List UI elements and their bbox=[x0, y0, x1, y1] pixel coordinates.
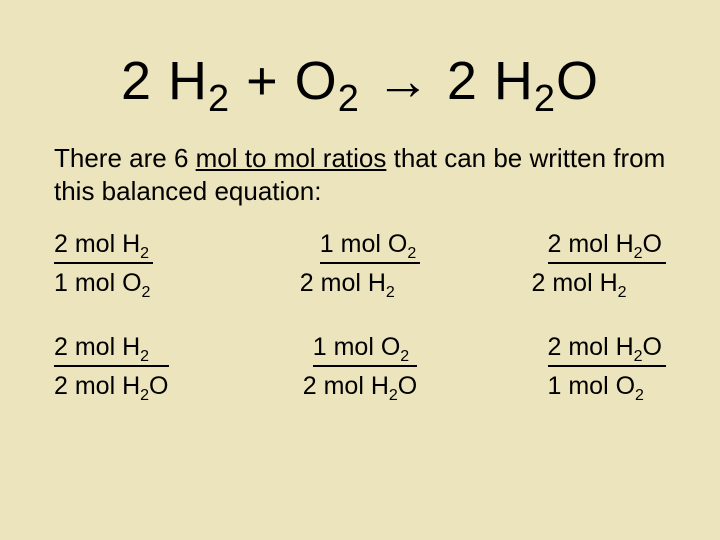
txt: 1 mol O bbox=[320, 230, 408, 258]
ratio-row-1: 2 mol H2 1 mol O2 1 mol O2 2 mol H2 2 mo… bbox=[54, 229, 666, 300]
numerator: 2 mol H2O bbox=[548, 332, 667, 367]
mol-ratio: 1 mol O2 2 mol H2O bbox=[303, 332, 418, 403]
sentence-pre: There are 6 bbox=[54, 143, 196, 173]
txt: O bbox=[149, 372, 168, 400]
eq-part: → 2 H bbox=[360, 51, 534, 111]
ratio-row-2: 2 mol H2 2 mol H2O 1 mol O2 2 mol H2O 2 … bbox=[54, 332, 666, 403]
chemical-equation: 2 H2 + O2 → 2 H2O bbox=[50, 50, 670, 112]
txt: 2 mol H bbox=[548, 230, 634, 258]
sub: 2 bbox=[386, 284, 395, 301]
eq-sub: 2 bbox=[534, 78, 556, 120]
denominator: 2 mol H2O bbox=[54, 367, 169, 402]
explanatory-sentence: There are 6 mol to mol ratios that can b… bbox=[54, 142, 666, 207]
slide: 2 H2 + O2 → 2 H2O There are 6 mol to mol… bbox=[0, 0, 720, 540]
numerator: 1 mol O2 bbox=[320, 229, 420, 264]
ratio-cell: 2 mol H2O 1 mol O2 bbox=[466, 332, 666, 403]
ratio-cell: 1 mol O2 2 mol H2O bbox=[260, 332, 460, 403]
sub: 2 bbox=[635, 387, 644, 404]
eq-part: O bbox=[556, 51, 599, 111]
numerator: 2 mol H2 bbox=[54, 229, 153, 264]
denominator: 2 mol H2 bbox=[300, 264, 420, 299]
eq-sub: 2 bbox=[208, 78, 230, 120]
numerator: 2 mol H2O bbox=[548, 229, 667, 264]
denominator: 2 mol H2 bbox=[532, 264, 667, 299]
txt: 1 mol O bbox=[548, 372, 636, 400]
txt: 2 mol H bbox=[54, 230, 140, 258]
txt: 2 mol H bbox=[300, 269, 386, 297]
sub: 2 bbox=[140, 387, 149, 404]
txt: O bbox=[643, 333, 662, 361]
sub: 2 bbox=[634, 348, 643, 365]
txt: 1 mol O bbox=[313, 333, 401, 361]
sub: 2 bbox=[407, 245, 416, 262]
sub: 2 bbox=[618, 284, 627, 301]
sub: 2 bbox=[389, 387, 398, 404]
txt: 2 mol H bbox=[548, 333, 634, 361]
txt: 2 mol H bbox=[54, 372, 140, 400]
numerator: 1 mol O2 bbox=[313, 332, 418, 367]
txt: 2 mol H bbox=[303, 372, 389, 400]
ratio-cell: 1 mol O2 2 mol H2 bbox=[260, 229, 460, 300]
mol-ratio: 1 mol O2 2 mol H2 bbox=[300, 229, 420, 300]
denominator: 1 mol O2 bbox=[54, 264, 153, 299]
sub: 2 bbox=[140, 348, 149, 365]
mol-ratio: 2 mol H2O 2 mol H2 bbox=[532, 229, 667, 300]
sub: 2 bbox=[142, 284, 151, 301]
mol-ratio: 2 mol H2 2 mol H2O bbox=[54, 332, 169, 403]
mol-ratio: 2 mol H2O 1 mol O2 bbox=[548, 332, 667, 403]
eq-part: 2 H bbox=[121, 51, 208, 111]
txt: 1 mol O bbox=[54, 269, 142, 297]
txt: 2 mol H bbox=[54, 333, 140, 361]
eq-sub: 2 bbox=[338, 78, 360, 120]
mol-ratio: 2 mol H2 1 mol O2 bbox=[54, 229, 153, 300]
ratio-cell: 2 mol H2 1 mol O2 bbox=[54, 229, 254, 300]
txt: 2 mol H bbox=[532, 269, 618, 297]
eq-part: + O bbox=[230, 51, 338, 111]
sentence-underlined: mol to mol ratios bbox=[196, 143, 387, 173]
sub: 2 bbox=[634, 245, 643, 262]
denominator: 1 mol O2 bbox=[548, 367, 667, 402]
txt: O bbox=[398, 372, 417, 400]
txt: O bbox=[643, 230, 662, 258]
denominator: 2 mol H2O bbox=[303, 367, 418, 402]
sub: 2 bbox=[140, 245, 149, 262]
sub: 2 bbox=[400, 348, 409, 365]
ratio-cell: 2 mol H2 2 mol H2O bbox=[54, 332, 254, 403]
numerator: 2 mol H2 bbox=[54, 332, 169, 367]
ratio-cell: 2 mol H2O 2 mol H2 bbox=[466, 229, 666, 300]
